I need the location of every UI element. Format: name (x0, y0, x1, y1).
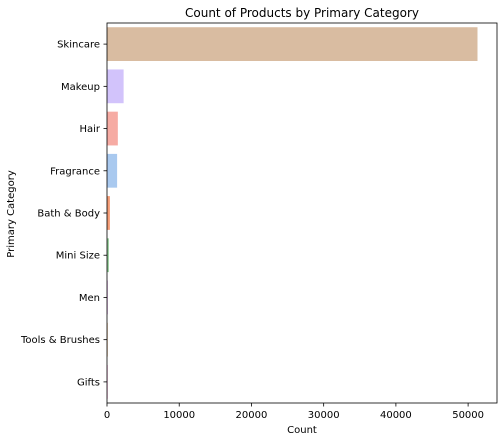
bar-hair (107, 111, 118, 146)
x-axis-label: Count (287, 425, 317, 436)
y-axis-label: Primary Category (6, 170, 17, 258)
y-tick-label: Skincare (57, 40, 100, 51)
x-tick-label: 10000 (163, 410, 195, 421)
bar-fragrance (107, 153, 118, 188)
y-tick-label: Hair (79, 124, 100, 135)
y-tick-label: Makeup (61, 82, 100, 93)
x-tick-label: 30000 (308, 410, 340, 421)
y-tick-label: Fragrance (50, 166, 100, 177)
x-tick-label: 50000 (452, 410, 484, 421)
bar-skincare (107, 27, 478, 61)
x-tick-label: 0 (104, 410, 110, 421)
bar-makeup (107, 69, 124, 104)
bars-group (107, 27, 478, 399)
plot-frame (106, 22, 498, 404)
y-tick-label: Gifts (77, 377, 100, 388)
x-tick-label: 40000 (380, 410, 412, 421)
x-tick-label: 20000 (236, 410, 268, 421)
y-tick-label: Bath & Body (37, 209, 100, 220)
bar-mini-size (107, 238, 109, 273)
x-ticks-group: 0 10000 20000 30000 40000 50000 (104, 403, 484, 421)
chart-title: Count of Products by Primary Category (185, 6, 419, 20)
y-tick-label: Mini Size (56, 251, 100, 262)
y-ticks-group: Skincare Makeup Hair Fragrance Bath & Body Mi… (20, 40, 107, 388)
bar-bath-body (107, 196, 110, 230)
y-tick-label: Men (79, 293, 100, 304)
y-tick-label: Tools & Brushes (20, 335, 100, 346)
